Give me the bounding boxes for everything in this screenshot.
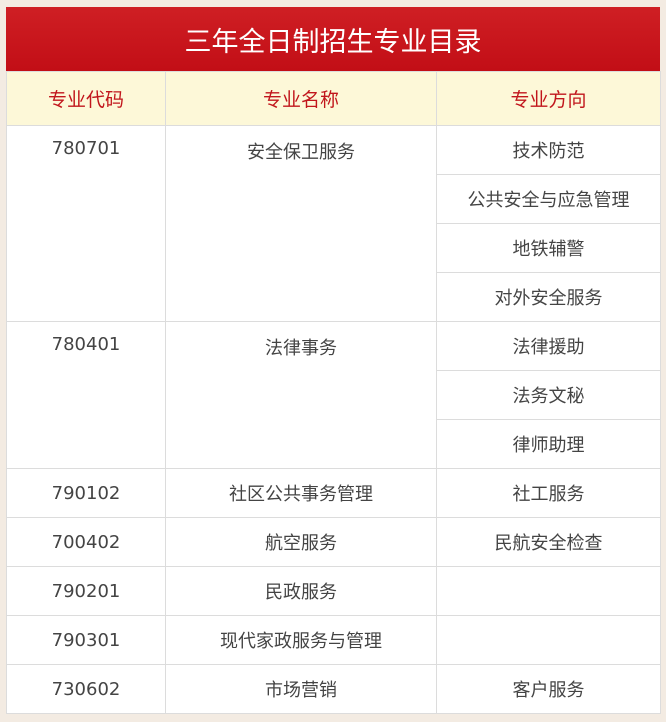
table-row: 730602 市场营销 客户服务 bbox=[6, 664, 661, 714]
major-direction: 社工服务 bbox=[436, 468, 661, 518]
table-header-row: 专业代码 专业名称 专业方向 bbox=[6, 71, 661, 126]
major-name: 社区公共事务管理 bbox=[165, 468, 437, 518]
major-code: 790301 bbox=[6, 615, 166, 665]
major-direction: 法律援助 bbox=[436, 321, 661, 371]
major-direction: 法务文秘 bbox=[436, 370, 661, 420]
major-code: 790201 bbox=[6, 566, 166, 616]
major-name: 现代家政服务与管理 bbox=[165, 615, 437, 665]
header-code: 专业代码 bbox=[6, 71, 166, 126]
major-direction: 对外安全服务 bbox=[436, 272, 661, 322]
major-direction: 地铁辅警 bbox=[436, 223, 661, 273]
enrollment-catalog: 三年全日制招生专业目录 专业代码 专业名称 专业方向 780701 安全保卫服务技… bbox=[6, 7, 661, 714]
table-row: 法务文秘 bbox=[7, 370, 661, 420]
major-direction: 客户服务 bbox=[436, 664, 661, 714]
table-row: 700402 航空服务 民航安全检查 bbox=[6, 517, 661, 567]
major-name: 航空服务 bbox=[165, 517, 437, 567]
major-name: 市场营销 bbox=[165, 664, 437, 714]
table-row: 790301 现代家政服务与管理 bbox=[6, 615, 661, 665]
major-direction: 律师助理 bbox=[436, 419, 661, 469]
major-code: 700402 bbox=[6, 517, 166, 567]
major-name: 法律事务 bbox=[165, 321, 437, 469]
header-name: 专业名称 bbox=[165, 71, 437, 126]
major-name: 安全保卫服务 bbox=[165, 125, 437, 322]
table-row: 780401 法律事务 法律援助 bbox=[6, 321, 661, 469]
header-direction: 专业方向 bbox=[436, 71, 661, 126]
table-row: 地铁辅警 bbox=[7, 223, 661, 273]
table-row: 790201 民政服务 bbox=[6, 566, 661, 616]
table-row: 780701 安全保卫服务 技术防范 bbox=[6, 125, 661, 322]
major-name: 民政服务 bbox=[165, 566, 437, 616]
majors-table: 专业代码 专业名称 专业方向 780701 安全保卫服务 技术防范 公共安全与应急管理… bbox=[6, 71, 661, 714]
major-direction: 公共安全与应急管理 bbox=[436, 174, 661, 224]
major-code: 790102 bbox=[6, 468, 166, 518]
major-code: 730602 bbox=[6, 664, 166, 714]
table-row: 公共安全与应急管理 bbox=[7, 174, 661, 224]
major-code: 780401 bbox=[6, 321, 166, 469]
table-row: 790102 社区公共事务管理 社工服务 bbox=[6, 468, 661, 518]
major-direction: 技术防范 bbox=[436, 125, 661, 175]
major-direction bbox=[436, 566, 661, 616]
major-code: 780701 bbox=[6, 125, 166, 322]
major-direction: 民航安全检查 bbox=[436, 517, 661, 567]
catalog-title: 三年全日制招生专业目录 bbox=[6, 7, 660, 71]
table-row: 律师助理 bbox=[7, 419, 661, 469]
major-direction bbox=[436, 615, 661, 665]
